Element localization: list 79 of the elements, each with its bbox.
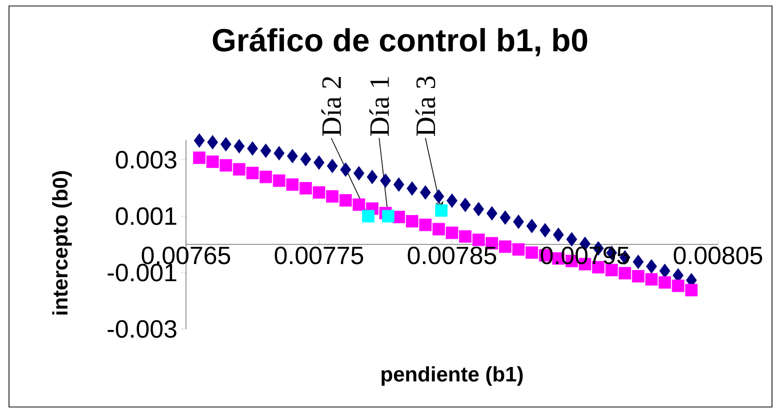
point bbox=[446, 226, 458, 240]
point bbox=[526, 246, 538, 259]
point bbox=[233, 163, 246, 176]
point bbox=[286, 178, 299, 191]
point bbox=[286, 148, 298, 164]
point bbox=[393, 177, 404, 192]
annotation: Día 2 bbox=[321, 76, 342, 136]
point bbox=[513, 214, 524, 230]
point bbox=[406, 215, 418, 228]
point bbox=[246, 166, 259, 180]
point bbox=[419, 218, 432, 232]
point bbox=[540, 223, 551, 238]
point bbox=[353, 166, 364, 180]
point bbox=[247, 141, 258, 156]
point bbox=[340, 162, 352, 177]
point bbox=[312, 186, 326, 199]
point bbox=[632, 270, 644, 282]
point bbox=[362, 210, 374, 222]
y-tick-label: -0.001 bbox=[108, 264, 176, 282]
point bbox=[234, 139, 245, 154]
point bbox=[260, 170, 272, 184]
point bbox=[382, 210, 394, 222]
point bbox=[406, 181, 418, 196]
point bbox=[566, 232, 578, 246]
point bbox=[339, 194, 352, 207]
point bbox=[500, 210, 511, 225]
point bbox=[472, 234, 485, 246]
point bbox=[685, 284, 698, 296]
point bbox=[272, 174, 286, 187]
x-axis-title: pendiente (b1) bbox=[382, 366, 523, 386]
point bbox=[618, 266, 632, 280]
y-tick-label: 0.001 bbox=[116, 207, 176, 226]
x-tick-label: 0.00805 bbox=[674, 246, 762, 264]
point bbox=[433, 189, 444, 204]
point bbox=[260, 144, 272, 158]
chart-title: Gráfico de control b1, b0 bbox=[212, 28, 588, 56]
point bbox=[486, 206, 498, 221]
annotation: Día 1 bbox=[369, 77, 390, 136]
point bbox=[352, 198, 366, 211]
point bbox=[432, 222, 445, 236]
point bbox=[207, 135, 218, 150]
point bbox=[658, 276, 672, 289]
point bbox=[206, 156, 219, 168]
point bbox=[435, 204, 448, 217]
point bbox=[326, 190, 339, 203]
point bbox=[193, 152, 206, 164]
x-tick-label: 0.00785 bbox=[408, 246, 496, 264]
point bbox=[194, 133, 205, 148]
point bbox=[366, 170, 378, 184]
point bbox=[473, 202, 484, 216]
y-axis-title: intercepto (b0) bbox=[52, 171, 72, 314]
point bbox=[645, 273, 658, 286]
point bbox=[326, 158, 338, 174]
point bbox=[220, 159, 232, 172]
point bbox=[274, 146, 285, 160]
y-tick-label: 0.003 bbox=[116, 150, 176, 169]
point bbox=[632, 254, 644, 270]
point bbox=[552, 228, 564, 242]
point bbox=[646, 259, 657, 274]
point bbox=[659, 264, 670, 278]
x-tick-label: 0.00775 bbox=[274, 246, 364, 264]
point bbox=[380, 173, 391, 188]
point bbox=[605, 264, 618, 276]
point bbox=[314, 155, 324, 170]
x-tick-label: 0.00765 bbox=[142, 246, 230, 264]
annotation: Día 3 bbox=[416, 76, 436, 136]
point bbox=[300, 182, 312, 194]
point bbox=[460, 198, 471, 212]
point bbox=[300, 152, 312, 166]
point bbox=[499, 240, 512, 253]
point bbox=[220, 137, 232, 152]
point bbox=[446, 193, 458, 208]
point bbox=[459, 230, 472, 243]
point bbox=[672, 280, 684, 292]
point bbox=[512, 243, 525, 256]
point bbox=[526, 218, 538, 234]
x-tick-label: 0.00795 bbox=[540, 246, 630, 264]
y-tick-label: -0.003 bbox=[108, 320, 176, 338]
point bbox=[420, 185, 431, 200]
